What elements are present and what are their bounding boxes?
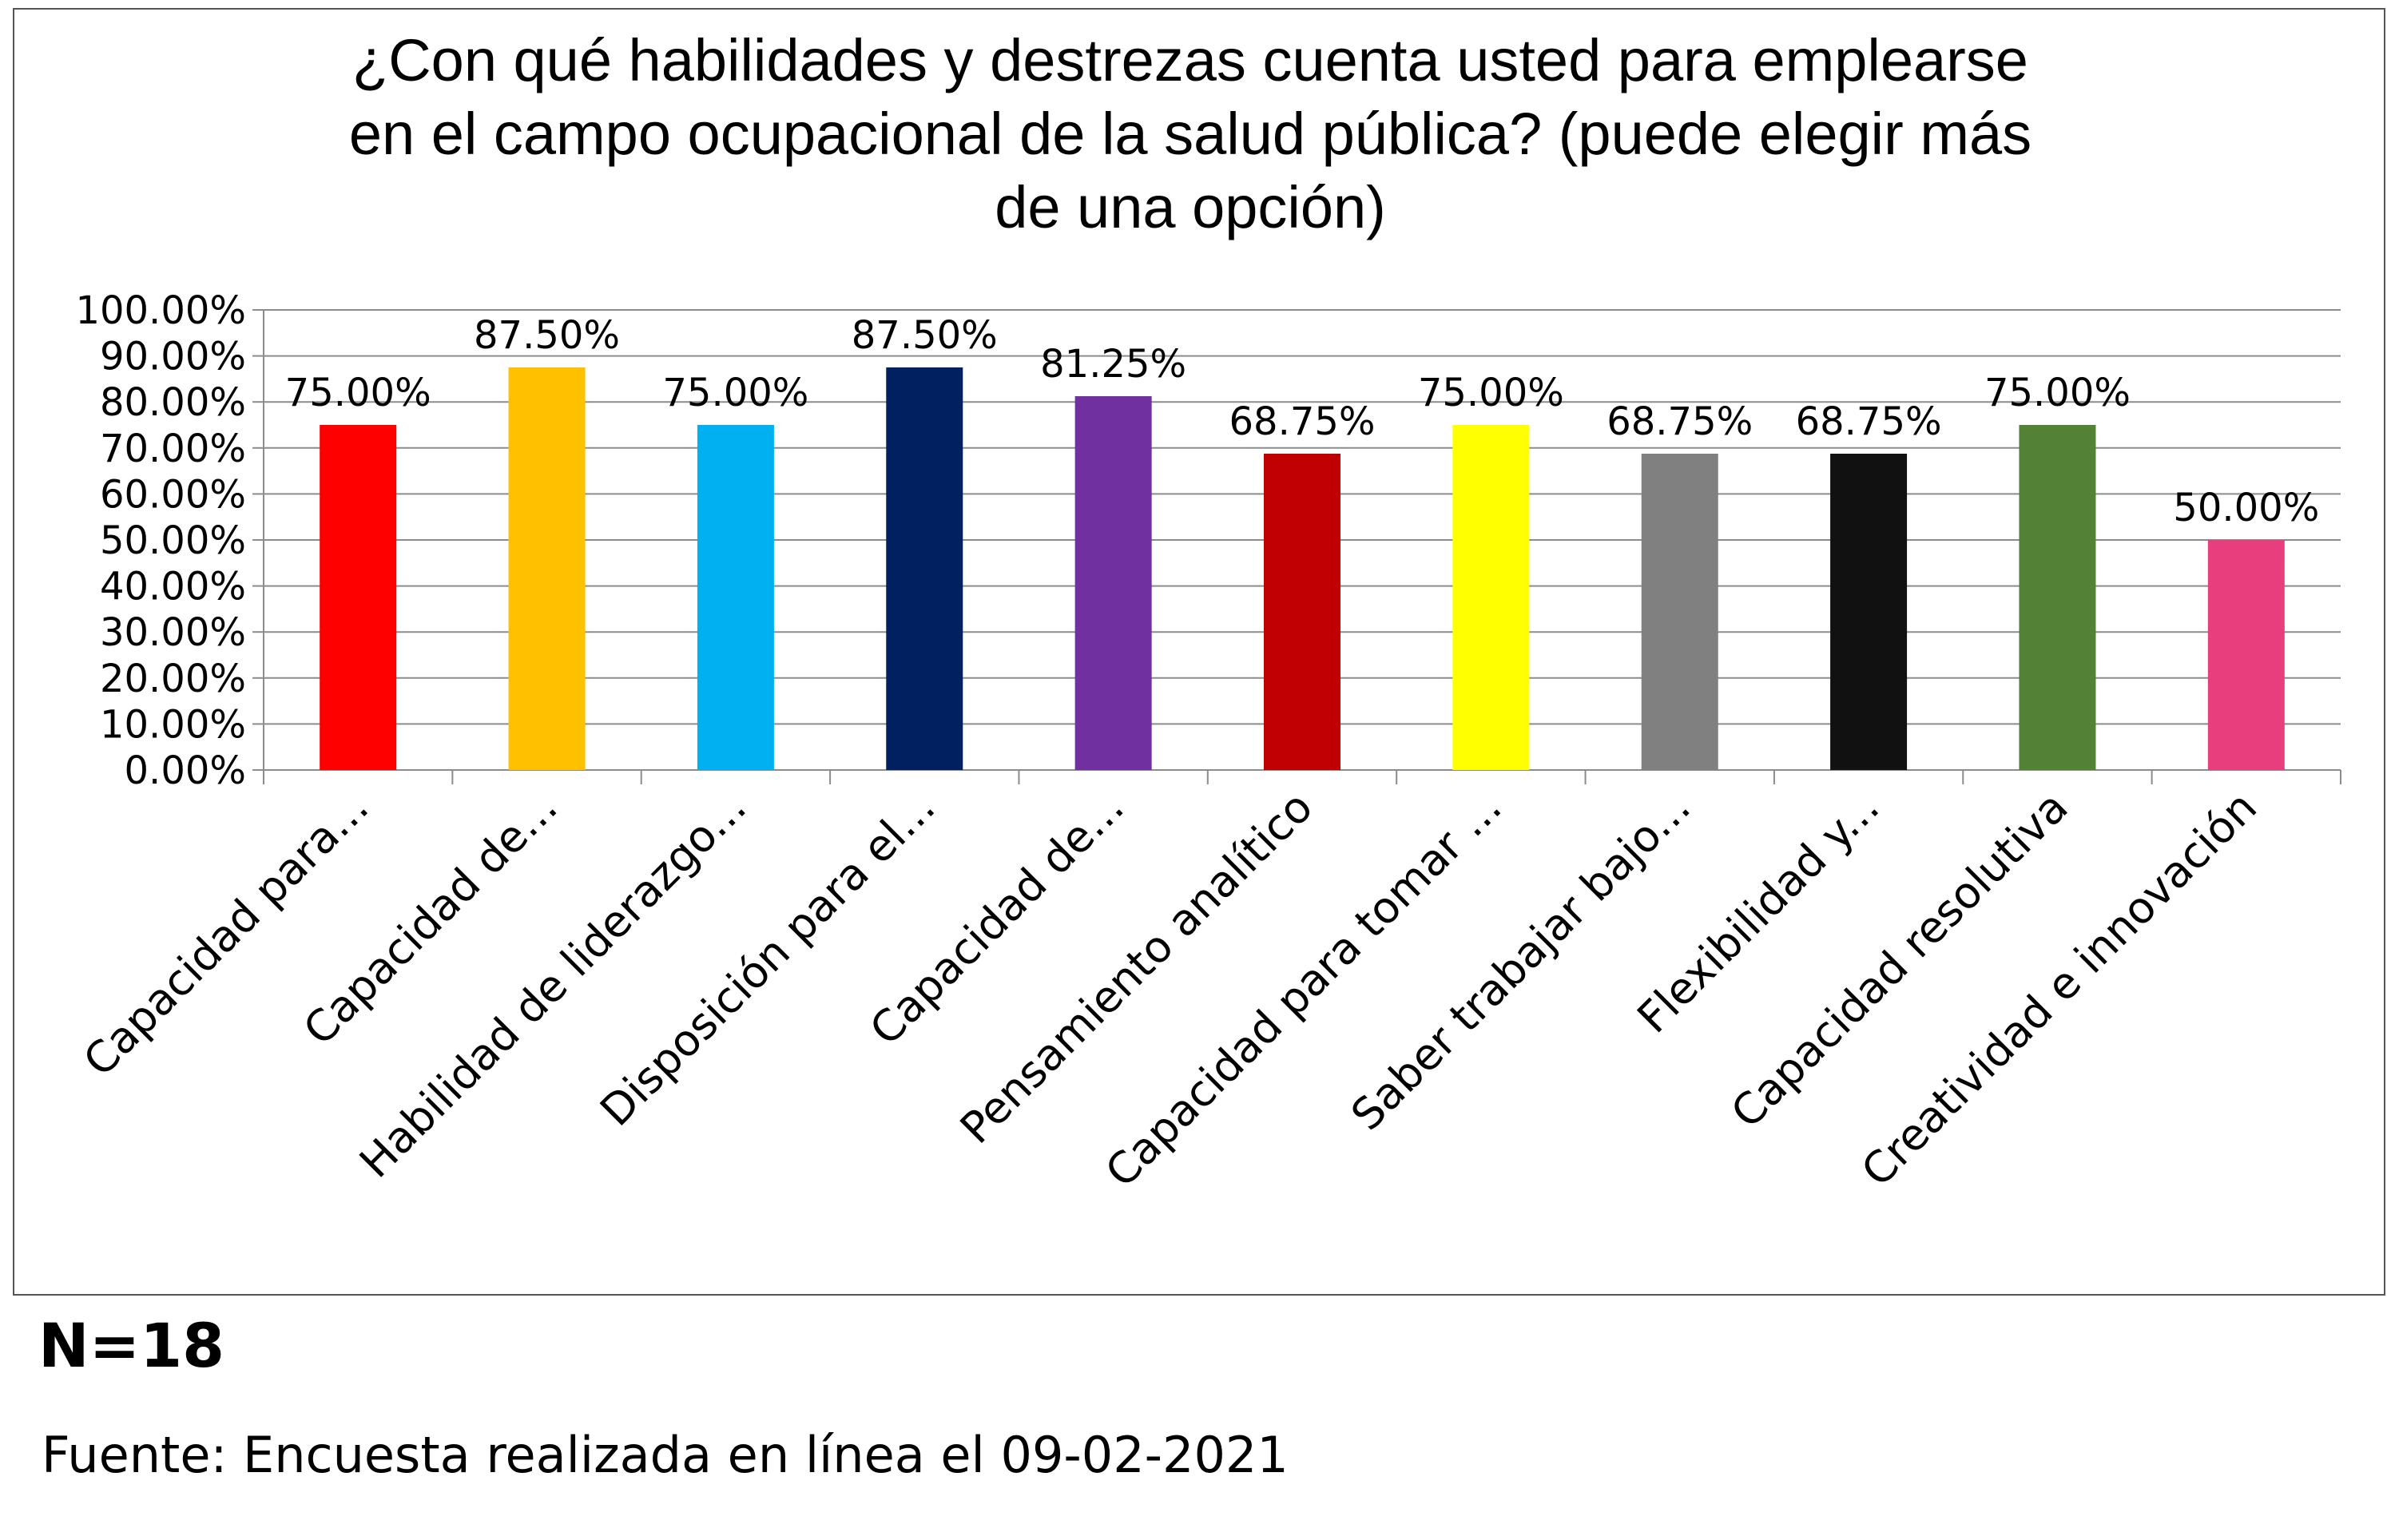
data-label: 68.75%: [1607, 399, 1753, 444]
chart-frame: [13, 8, 2385, 1296]
data-label: 87.50%: [852, 313, 998, 358]
data-label: 87.50%: [474, 313, 620, 358]
source-note: Fuente: Encuesta realizada en línea el 0…: [42, 1426, 1289, 1484]
y-tick-label: 60.00%: [100, 472, 246, 517]
data-label: 75.00%: [1418, 371, 1564, 415]
bar: [1452, 425, 1530, 770]
category-label: Creatividad e innovación: [1852, 782, 2266, 1197]
bar: [1264, 454, 1340, 770]
category-label: Pensamiento analítico: [951, 782, 1322, 1153]
bar: [2019, 425, 2096, 770]
y-tick-label: 80.00%: [100, 380, 246, 425]
category-label: Capacidad resolutiva: [1722, 782, 2078, 1138]
bar: [1830, 454, 1908, 770]
bar: [1074, 396, 1152, 770]
chart-title: ¿Con qué habilidades y destrezas cuenta …: [348, 27, 2032, 240]
data-labels: 75.00% 87.50% 75.00% 87.50% 81.25% 68.75% 75.0…: [285, 313, 2320, 530]
bar: [2207, 540, 2285, 770]
data-label: 68.75%: [1796, 399, 1942, 444]
bar: [508, 367, 586, 770]
bar: [886, 367, 963, 770]
y-tick-label: 10.00%: [100, 702, 246, 747]
data-label: 75.00%: [1984, 371, 2131, 415]
bar: [320, 425, 397, 770]
sample-size-label: N=18: [38, 1310, 225, 1381]
y-tick-label: 50.00%: [100, 518, 246, 563]
axes: 0.00%10.00%20.00%30.00%40.00%50.00%60.00…: [75, 288, 2341, 793]
data-label: 75.00%: [662, 371, 808, 415]
data-label: 75.00%: [285, 371, 431, 415]
category-label: Disposición para el...: [590, 782, 944, 1136]
category-label: Habilidad de liderazgo...: [350, 782, 756, 1188]
category-label: Saber trabajar bajo...: [1341, 782, 1700, 1141]
y-tick-label: 0.00%: [125, 748, 246, 793]
y-tick-label: 30.00%: [100, 610, 246, 655]
y-tick-label: 20.00%: [100, 657, 246, 701]
category-label: Capacidad para tomar ...: [1096, 782, 1511, 1197]
bar: [697, 425, 774, 770]
y-tick-label: 90.00%: [100, 335, 246, 379]
y-tick-label: 70.00%: [100, 427, 246, 471]
data-label: 68.75%: [1229, 399, 1375, 444]
y-tick-label: 100.00%: [75, 288, 246, 333]
bar: [1641, 454, 1718, 770]
data-label: 50.00%: [2173, 486, 2319, 530]
bars: [320, 367, 2285, 770]
category-labels: Capacidad para...Capacidad de...Habilida…: [73, 782, 2266, 1197]
data-label: 81.25%: [1040, 342, 1186, 387]
y-tick-label: 40.00%: [100, 565, 246, 609]
